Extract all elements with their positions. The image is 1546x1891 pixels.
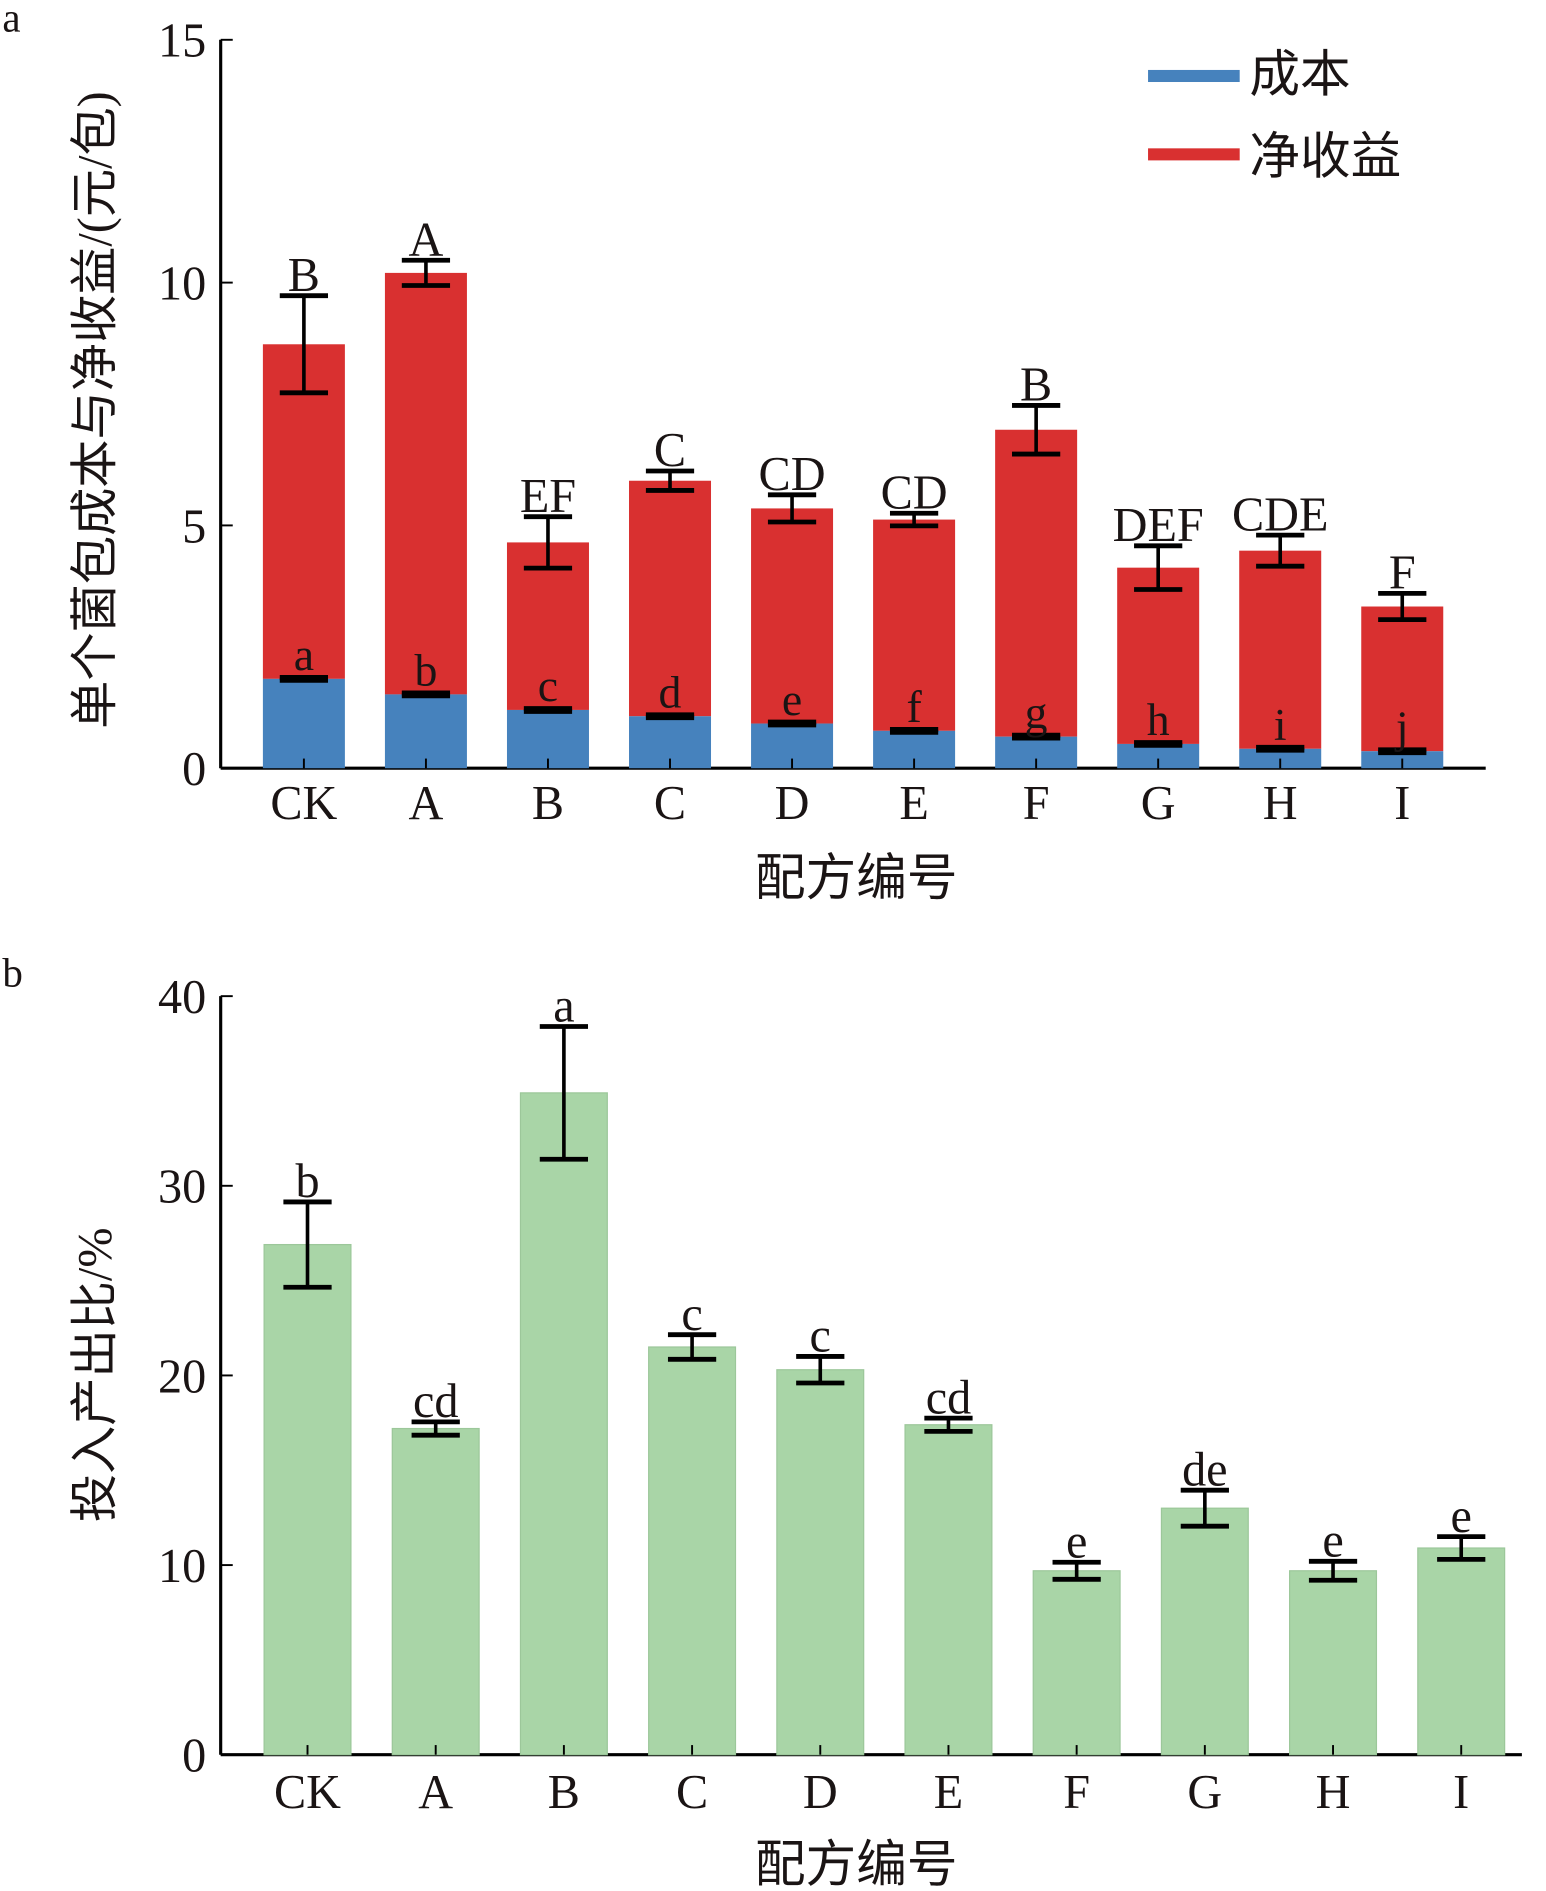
significance-label-io-ratio: c — [681, 1288, 702, 1341]
panel-a-x-tick-label: A — [409, 777, 444, 830]
bar-io-ratio-H — [1289, 1570, 1378, 1756]
bar-io-ratio-A — [391, 1427, 480, 1756]
bar-net-income-D — [751, 508, 834, 724]
significance-label-net-income: A — [409, 213, 444, 266]
significance-label-cost: i — [1274, 699, 1287, 750]
significance-label-io-ratio: b — [295, 1155, 319, 1208]
significance-label-cost: d — [659, 667, 682, 718]
significance-label-net-income: CDE — [1232, 488, 1328, 541]
panel-b-y-tick-label: 30 — [158, 1161, 206, 1214]
panel-a-x-tick-label: G — [1141, 777, 1176, 830]
significance-label-net-income: B — [1020, 359, 1052, 412]
bar-net-income-C — [629, 480, 712, 717]
bar-io-ratio-CK — [263, 1243, 352, 1756]
bar-io-ratio-F — [1032, 1570, 1121, 1756]
significance-label-io-ratio: c — [810, 1310, 831, 1363]
panel-a-x-tick-label: D — [775, 777, 810, 830]
significance-label-cost: j — [1394, 702, 1409, 753]
bar-net-income-H — [1239, 550, 1322, 749]
significance-label-io-ratio: a — [553, 980, 574, 1033]
panel-b-x-tick-label: D — [803, 1766, 838, 1819]
panel-a-x-tick-label: C — [654, 777, 686, 830]
bar-net-income-E — [873, 519, 956, 731]
panel-a-x-tick-label: F — [1023, 777, 1050, 830]
panel-b-x-tick-label: G — [1187, 1766, 1222, 1819]
panel-a-y-tick-label: 10 — [158, 257, 206, 310]
bar-io-ratio-E — [904, 1424, 993, 1756]
significance-label-io-ratio: cd — [926, 1371, 972, 1424]
panel-b-x-tick-label: C — [676, 1766, 708, 1819]
bar-io-ratio-G — [1160, 1507, 1249, 1756]
panel-b-y-tick-label: 40 — [158, 971, 206, 1024]
panel-b-x-tick-label: H — [1316, 1766, 1351, 1819]
panel-a-x-axis-label: 配方编号 — [755, 850, 958, 906]
panel-b-x-tick-label: A — [418, 1766, 453, 1819]
bar-net-income-A — [384, 272, 467, 695]
bar-cost-A — [384, 694, 467, 769]
significance-label-net-income: CD — [759, 448, 826, 501]
significance-label-cost: g — [1025, 687, 1048, 738]
panel-b-x-axis-label: 配方编号 — [755, 1836, 958, 1891]
significance-label-io-ratio: cd — [413, 1375, 459, 1428]
bar-net-income-CK — [262, 344, 345, 679]
panel-a-y-tick-label: 5 — [182, 500, 206, 553]
panel-b-x-tick-label: CK — [274, 1766, 341, 1819]
bar-io-ratio-B — [519, 1092, 608, 1756]
significance-label-net-income: EF — [520, 470, 576, 523]
panel-a-y-axis-label: 单个菌包成本与净收益/(元/包) — [69, 91, 122, 729]
significance-label-net-income: DEF — [1113, 499, 1204, 552]
panel-a-y-tick-label: 0 — [182, 743, 206, 796]
panel-a-x-tick-label: H — [1263, 777, 1298, 830]
significance-label-cost: b — [414, 645, 437, 696]
significance-label-net-income: B — [288, 249, 320, 302]
significance-label-cost: a — [294, 629, 314, 680]
significance-label-io-ratio: de — [1182, 1443, 1228, 1496]
panel-a-legend: 成本 净收益 — [1148, 47, 1401, 185]
significance-label-cost: e — [782, 674, 802, 725]
significance-label-cost: f — [906, 681, 922, 732]
panel-a-x-tick-label: I — [1394, 777, 1410, 830]
bar-cost-B — [506, 709, 589, 769]
panel-b-y-tick-label: 20 — [158, 1350, 206, 1403]
significance-label-cost: h — [1147, 694, 1170, 745]
panel-b: b 投入产出比/% 配方编号 0 10 20 30 40 CK b Acd Ba Cc Dc Ecd F… — [2, 950, 1522, 1891]
bar-cost-H — [1239, 748, 1322, 769]
panel-b-y-tick-label: 0 — [182, 1730, 206, 1783]
panel-b-x-tick-label: I — [1453, 1766, 1469, 1819]
legend-swatch-cost — [1148, 69, 1240, 83]
bar-net-income-G — [1117, 567, 1200, 744]
bar-cost-CK — [262, 678, 345, 769]
panel-a-marks: 0 5 10 15 CK Ba A Ab B EF c C Cd D CD e E CD f F Bg G DEF h H CDE… — [158, 15, 1486, 830]
panel-a: a 单个菌包成本与净收益/(元/包) 配方编号 051015CKBaAAbBEF… — [2, 0, 1486, 906]
significance-label-net-income: CD — [881, 466, 948, 519]
bar-io-ratio-I — [1417, 1547, 1506, 1756]
significance-label-net-income: F — [1389, 547, 1416, 600]
significance-label-io-ratio: e — [1322, 1514, 1343, 1567]
significance-label-io-ratio: e — [1066, 1515, 1087, 1568]
legend-label-net-income: 净收益 — [1249, 129, 1401, 185]
panel-a-x-tick-label: CK — [270, 777, 337, 830]
panel-a-x-tick-label: E — [899, 777, 928, 830]
legend-swatch-net-income — [1148, 148, 1240, 161]
legend-label-cost: 成本 — [1249, 47, 1350, 103]
panel-b-y-axis-label: 投入产出比/% — [69, 1227, 122, 1522]
significance-label-cost: c — [538, 660, 558, 711]
panel-a-label: a — [2, 0, 20, 40]
panel-b-x-tick-label: F — [1063, 1766, 1090, 1819]
bar-io-ratio-C — [648, 1346, 737, 1756]
panel-a-x-tick-label: B — [532, 777, 564, 830]
significance-label-net-income: C — [654, 424, 686, 477]
panel-b-x-tick-label: B — [548, 1766, 580, 1819]
bar-io-ratio-D — [776, 1369, 865, 1756]
panel-b-label: b — [2, 950, 22, 996]
panel-b-x-tick-label: E — [934, 1766, 963, 1819]
panel-b-y-tick-label: 10 — [158, 1540, 206, 1593]
panel-b-marks: 0 10 20 30 40 CK b Acd Ba Cc Dc Ecd Fe Gde He Ie — [158, 971, 1522, 1819]
bar-net-income-F — [995, 429, 1078, 737]
bar-net-income-I — [1361, 606, 1444, 752]
panel-a-y-tick-label: 15 — [158, 15, 206, 68]
significance-label-io-ratio: e — [1451, 1490, 1472, 1543]
